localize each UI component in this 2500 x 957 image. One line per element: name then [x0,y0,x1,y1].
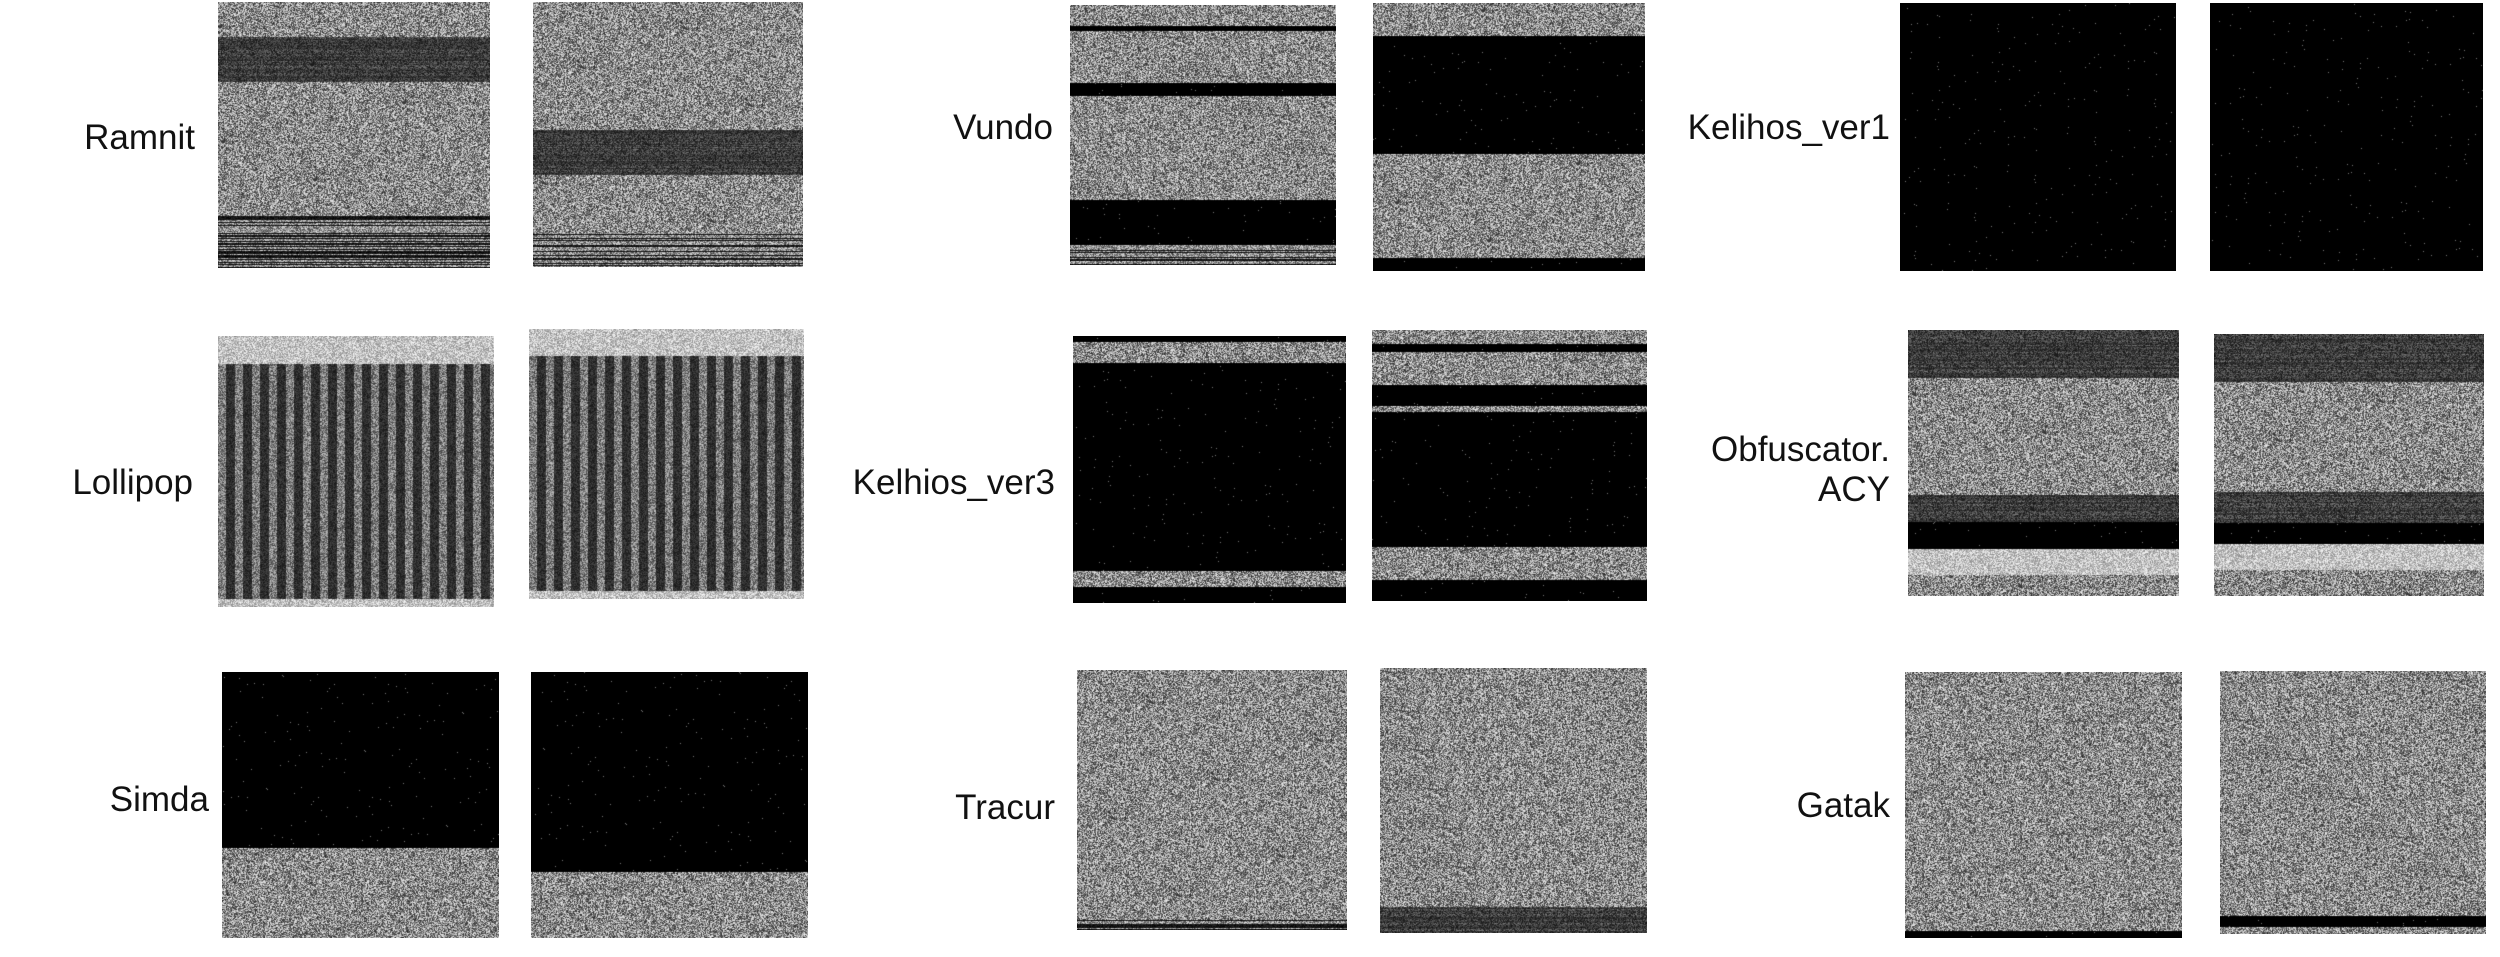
family-label-simda: Simda [109,780,209,819]
malware-image-kelihos-ver3-1 [1073,336,1346,603]
malware-image-ramnit-1 [218,2,490,268]
malware-image-simda-1 [222,672,499,938]
family-label-vundo: Vundo [953,108,1053,147]
malware-image-vundo-1 [1070,5,1336,265]
malware-image-lollipop-1 [218,336,494,607]
malware-image-obfuscator-acy-1 [1908,330,2179,596]
malware-image-lollipop-2 [529,329,804,599]
malware-image-gatak-1 [1905,672,2182,938]
family-label-ramnit: Ramnit [84,118,195,157]
malware-image-tracur-2 [1380,668,1647,933]
family-label-obfuscator-acy: Obfuscator. ACY [1711,430,1890,509]
malware-image-obfuscator-acy-2 [2214,334,2484,596]
malware-image-ramnit-2 [533,2,803,267]
family-label-kelihos-ver3: Kelhios_ver3 [852,463,1055,502]
malware-image-kelihos-ver3-2 [1372,330,1647,601]
family-label-kelihos-ver1: Kelihos_ver1 [1687,108,1890,147]
malware-image-vundo-2 [1373,3,1645,271]
family-label-gatak: Gatak [1796,786,1890,825]
malware-image-simda-2 [531,672,808,938]
family-label-lollipop: Lollipop [72,463,193,502]
malware-image-tracur-1 [1077,670,1347,930]
malware-image-kelihos-ver1-2 [2210,3,2483,271]
family-label-tracur: Tracur [955,788,1055,827]
malware-image-gatak-2 [2220,671,2486,934]
malware-image-kelihos-ver1-1 [1900,3,2176,271]
